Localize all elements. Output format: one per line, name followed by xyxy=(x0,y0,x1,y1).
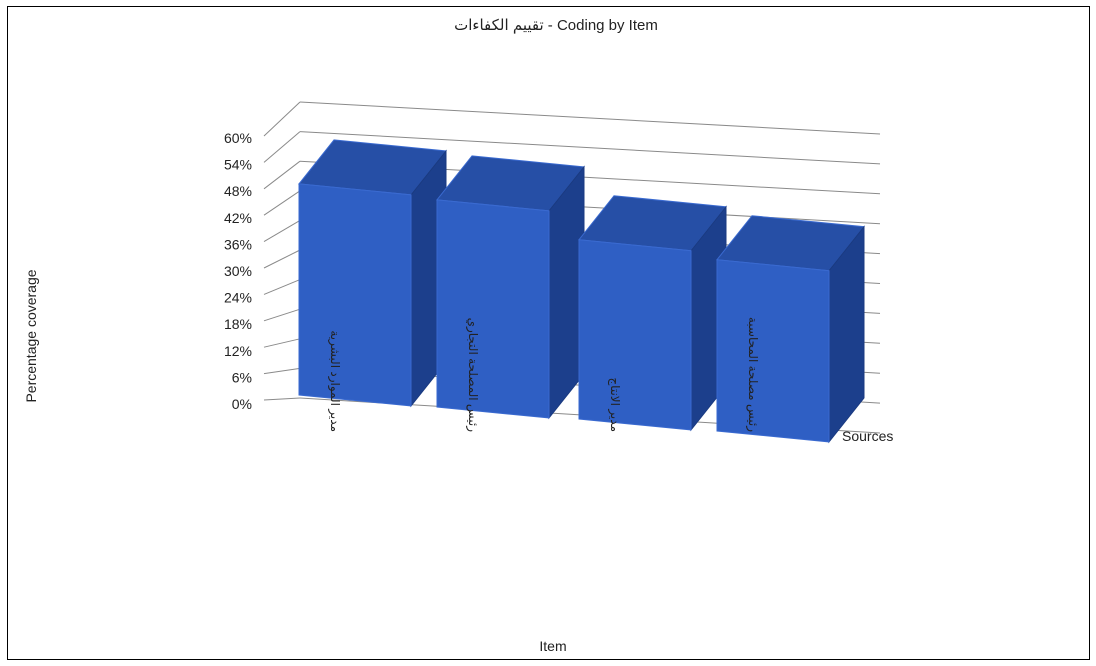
grid-line-side xyxy=(263,249,301,269)
y-tick-label: 30% xyxy=(224,263,252,279)
grid-line-side xyxy=(263,367,301,375)
grid-line-side xyxy=(263,279,301,295)
x-axis-categories: مدير الموارد البشرية رئيس المصلحة التجاري… xyxy=(327,317,760,432)
y-axis-label: Percentage coverage xyxy=(23,269,39,402)
bar xyxy=(298,183,412,407)
y-tick-label: 0% xyxy=(232,396,252,412)
bar xyxy=(578,239,692,431)
y-tick-label: 24% xyxy=(224,290,252,306)
grid-line-side xyxy=(263,160,301,190)
x-axis-label: Item xyxy=(539,638,566,654)
chart-title: تقييم الكفاءات - Coding by Item xyxy=(454,17,658,34)
grid-line-side xyxy=(263,101,301,137)
grid-line-side xyxy=(263,338,301,348)
y-tick-label: 48% xyxy=(224,183,252,199)
grid-line-side xyxy=(263,397,301,401)
grid-line xyxy=(299,131,881,165)
bar xyxy=(716,259,830,443)
grid-line-side xyxy=(263,308,301,322)
grid-line-side xyxy=(263,219,301,243)
y-tick-label: 54% xyxy=(224,157,252,173)
y-tick-label: 6% xyxy=(232,369,252,385)
x-category-label: مدير الانتاج xyxy=(607,377,622,432)
grid-line xyxy=(299,101,881,135)
y-tick-label: 60% xyxy=(224,130,252,146)
bar xyxy=(436,199,550,419)
x-category-label: مدير الموارد البشرية xyxy=(327,330,342,432)
y-tick-label: 42% xyxy=(224,210,252,226)
grid-line-side xyxy=(263,131,301,163)
x-category-label: رئيس مصلحة المحاسبة xyxy=(745,317,760,432)
bars xyxy=(298,139,865,444)
y-tick-label: 18% xyxy=(224,316,252,332)
x-category-label: رئيس المصلحة التجاري xyxy=(465,318,480,433)
y-tick-label: 12% xyxy=(224,343,252,359)
y-tick-label: 36% xyxy=(224,236,252,252)
grid-line-side xyxy=(263,190,301,216)
depth-axis-label: Sources xyxy=(842,428,893,444)
y-axis-ticks: 0% 6% 12% 18% 24% 30% 36% 42% 48% 54% 60% xyxy=(224,130,252,412)
